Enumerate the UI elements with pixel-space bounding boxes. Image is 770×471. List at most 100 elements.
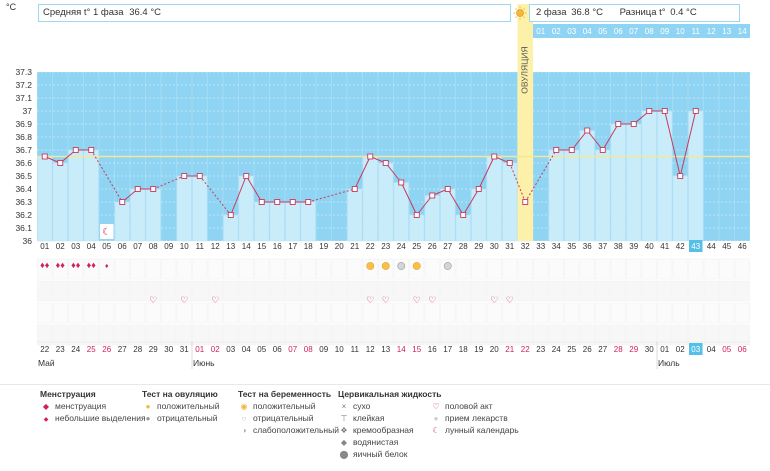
temp-bar: [347, 188, 363, 242]
event-cell: [440, 302, 456, 324]
event-cell: [533, 280, 549, 302]
heart-icon: ♡: [149, 295, 157, 305]
heart-icon: ♡: [432, 402, 440, 411]
cycle-day-label: 45: [722, 242, 731, 251]
event-cell: [362, 302, 378, 324]
y-tick-label: 36.9: [15, 119, 32, 129]
ovulation-test-positive-icon: [366, 262, 375, 270]
date-label: 25: [87, 345, 96, 354]
test-negative-icon: ○: [241, 414, 247, 423]
date-label: 21: [505, 345, 514, 354]
cycle-day-label: 16: [273, 242, 282, 251]
cycle-day-label: 46: [738, 242, 747, 251]
event-cell: [300, 324, 316, 346]
cycle-day-label: 26: [428, 242, 437, 251]
event-cell: [641, 280, 657, 302]
event-cell: [114, 258, 130, 280]
event-cell: [688, 280, 704, 302]
event-cell: [161, 302, 177, 324]
event-cell: [734, 302, 750, 324]
temp-point: [398, 179, 405, 186]
legend-pregnancy-test: Тест на беременность ◉ положительный ○ отр…: [238, 388, 339, 436]
temp-bar: [269, 201, 285, 242]
event-cell: [502, 280, 518, 302]
event-cell: [595, 258, 611, 280]
event-cell: [409, 280, 425, 302]
event-cell: [37, 302, 53, 324]
cycle-day-label: 15: [257, 242, 266, 251]
temp-point: [41, 153, 48, 160]
cycle-day-label: 37: [598, 242, 607, 251]
event-cell: [610, 258, 626, 280]
temp-point: [646, 108, 653, 114]
heart-icon: ♡: [211, 295, 219, 305]
temp-point: [258, 199, 265, 205]
event-cell: [254, 280, 270, 302]
event-cell: [362, 324, 378, 346]
event-cell: [161, 324, 177, 346]
post-ovulation-day: 07: [629, 27, 638, 36]
temp-point: [289, 199, 296, 205]
water-drop-icon: ◆: [340, 438, 348, 447]
legend-medication: ● прием лекарств: [430, 412, 519, 424]
event-cell: [192, 258, 208, 280]
event-cell: [502, 324, 518, 346]
event-cell: [99, 302, 115, 324]
temp-line-segment: [245, 175, 263, 203]
event-cell: [657, 324, 673, 346]
legend-label: клейкая: [353, 413, 385, 423]
phase1-label: Средняя t° 1 фаза: [43, 7, 124, 18]
event-cell: [703, 324, 719, 346]
event-cell: [52, 324, 68, 346]
temp-point: [584, 127, 591, 134]
event-cell: [610, 324, 626, 346]
event-cell: [393, 280, 409, 302]
event-cell: [657, 258, 673, 280]
y-tick-label: 37: [23, 106, 33, 116]
cycle-day-label: 22: [366, 242, 375, 251]
sun-icon: ●: [145, 402, 151, 411]
phase2-value: 36.8 °C: [571, 7, 603, 18]
event-cell: [68, 302, 84, 324]
legend-label: положительный: [253, 401, 316, 411]
heart-icon: ♡: [506, 295, 514, 305]
event-cell: [393, 324, 409, 346]
event-cell: [703, 302, 719, 324]
date-label: 15: [412, 345, 421, 354]
phase2-label: 2 фаза: [536, 7, 567, 18]
event-cell: [207, 302, 223, 324]
legend-pregnancy-title: Тест на беременность: [238, 389, 332, 399]
event-cell: [641, 258, 657, 280]
cycle-day-label: 29: [474, 242, 483, 251]
temp-line-segment: [586, 130, 604, 151]
temp-bar: [595, 149, 611, 242]
drop-icon: ◆: [43, 417, 49, 423]
legend-label: отрицательный: [253, 413, 314, 423]
event-cell: [83, 324, 99, 346]
date-label: 12: [366, 345, 375, 354]
date-label: 05: [257, 345, 266, 354]
date-label: 22: [40, 345, 49, 354]
event-cell: [52, 302, 68, 324]
temp-line-segment: [308, 188, 355, 203]
event-cell: [486, 324, 502, 346]
event-cell: [331, 324, 347, 346]
y-tick-label: 36.5: [15, 171, 32, 181]
legend-other: ♡ половой акт ● прием лекарств ☾ лунный кал…: [430, 400, 519, 436]
legend-label: сухо: [353, 401, 371, 411]
post-ovulation-strip: [533, 24, 750, 38]
diff-label: Разница t°: [619, 7, 666, 18]
menstruation-icon: ♦♦: [40, 260, 50, 270]
temp-bar: [223, 214, 239, 242]
temp-bar: [455, 214, 471, 242]
event-cell: [471, 258, 487, 280]
legend-pregtest-weak: ◑ слабоположительный: [238, 424, 339, 436]
legend-ovtest-positive: ● положительный: [142, 400, 220, 412]
temp-point: [522, 199, 529, 205]
event-cell: [223, 302, 239, 324]
event-cell: [378, 324, 394, 346]
y-tick-label: 37.3: [15, 67, 32, 77]
post-ovulation-day: 11: [692, 27, 701, 36]
cycle-day-label: 23: [381, 242, 390, 251]
